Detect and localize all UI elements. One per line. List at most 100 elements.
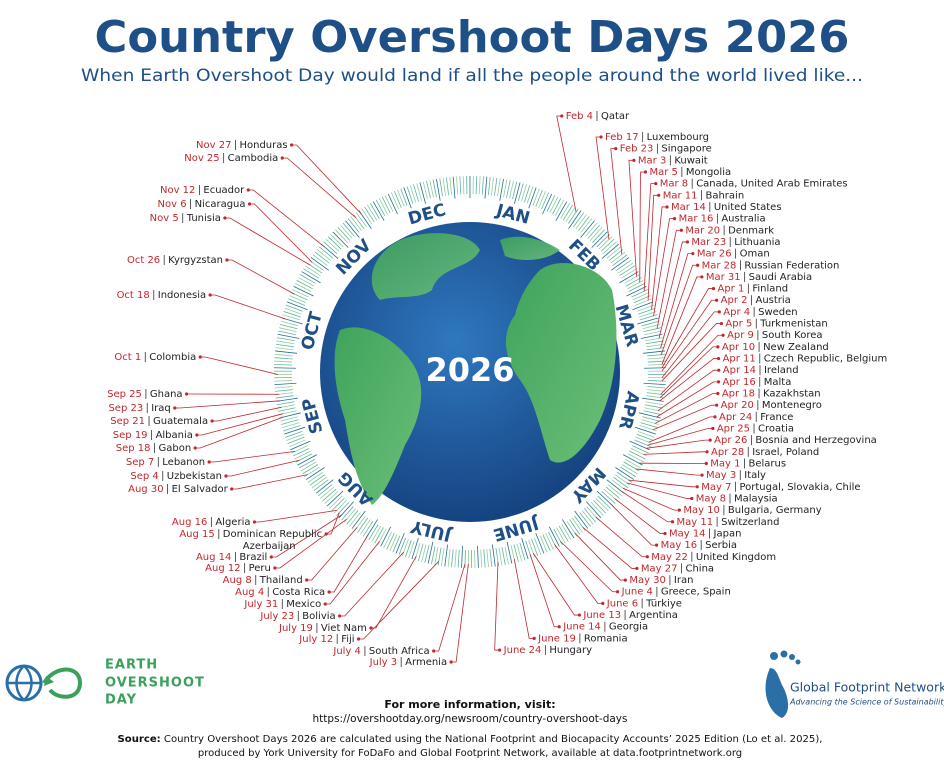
connector [210, 294, 286, 320]
ring-tick [457, 549, 460, 568]
country: Bolivia [302, 611, 335, 622]
ring-tick [298, 458, 316, 469]
connector-dot [716, 380, 721, 384]
connector-dot [615, 590, 620, 594]
date: Sep 4 [130, 471, 158, 482]
ring-tick [560, 203, 571, 219]
tick-ring [274, 176, 666, 568]
ring-tick [483, 549, 486, 568]
ring-tick [646, 347, 665, 351]
connector [647, 194, 659, 301]
ring-tick [616, 471, 633, 483]
connector [648, 416, 715, 443]
ring-tick [459, 176, 462, 195]
ring-tick [623, 461, 640, 472]
connector-dot [685, 240, 690, 244]
ring-tick [642, 324, 661, 330]
gfn-tagline: Advancing the Science of Sustainability [789, 698, 944, 707]
ring-tick [329, 495, 343, 509]
ring-tick [392, 535, 401, 553]
ring-tick [286, 433, 304, 441]
ring-tick [289, 295, 307, 304]
ring-tick [498, 547, 503, 566]
ring-tick [275, 343, 294, 348]
connector [661, 323, 722, 382]
connector-dot [223, 216, 227, 220]
connector [200, 356, 279, 375]
date: May 16 [661, 540, 698, 551]
ring-tick [632, 292, 650, 301]
country: United Kingdom [696, 552, 776, 563]
ring-tick [400, 188, 408, 206]
ring-tick [309, 474, 325, 486]
ring-tick [387, 193, 398, 215]
connector-dot [184, 392, 189, 396]
connector-dot [247, 202, 252, 206]
ring-tick [519, 542, 526, 561]
eod-text: DAY [105, 693, 137, 708]
ring-tick [518, 183, 524, 201]
country: Bahrain [705, 190, 744, 201]
ring-tick [647, 376, 666, 379]
country: Kazakhstan [763, 389, 821, 400]
eod-logo: EARTH OVERSHOOT DAY [5, 658, 204, 708]
ring-tick [278, 330, 297, 336]
date: Apr 4 [723, 307, 750, 318]
connector [226, 259, 295, 295]
ring-tick [637, 304, 655, 312]
country: Nicaragua [195, 199, 246, 210]
ring-tick [619, 271, 639, 284]
date: July 3 [369, 657, 398, 668]
ring-tick [429, 180, 434, 198]
ring-tick [591, 231, 608, 248]
ring-tick [546, 195, 556, 212]
ring-tick [632, 301, 654, 311]
ring-tick [416, 183, 422, 201]
connector [660, 264, 698, 355]
connector [626, 482, 692, 499]
ring-tick [289, 440, 311, 451]
ring-tick [275, 347, 294, 351]
date: Apr 14 [723, 365, 756, 376]
ring-tick [277, 407, 296, 412]
connector-dot [654, 543, 659, 547]
connector-dot [717, 310, 721, 314]
connector [196, 413, 283, 436]
date: Nov 5 [150, 213, 179, 224]
date: Aug 4 [235, 587, 264, 598]
ring-tick [521, 538, 529, 560]
ring-tick [302, 464, 319, 475]
ring-tick [274, 380, 293, 382]
ring-tick [514, 182, 521, 204]
country: Mongolia [686, 167, 731, 178]
connector-dot [324, 532, 328, 536]
connector [433, 563, 466, 652]
ring-tick [323, 241, 338, 254]
connector-dot [246, 188, 250, 192]
connector-dot [677, 508, 681, 512]
ring-tick [359, 519, 371, 535]
ring-tick [615, 259, 632, 271]
country: Ecuador [203, 185, 245, 196]
ring-tick [432, 179, 437, 198]
ring-tick [643, 410, 662, 416]
date: Mar 14 [671, 202, 706, 213]
date: Aug 14 [196, 552, 231, 563]
country: Tunisia [186, 213, 221, 224]
connector-dot [643, 170, 648, 174]
ring-tick [424, 545, 430, 563]
connector [532, 553, 580, 616]
ring-tick [274, 353, 293, 357]
ring-tick [538, 191, 546, 208]
country: Fiji [341, 634, 354, 645]
ring-tick [532, 188, 540, 206]
country: Luxembourg [647, 132, 709, 143]
country: Hungary [549, 645, 592, 656]
connector-dot [704, 461, 708, 466]
ring-tick [634, 439, 652, 448]
ring-tick [398, 537, 406, 555]
country: Iran [674, 575, 694, 586]
ring-tick [562, 204, 573, 221]
ring-tick [573, 212, 585, 228]
